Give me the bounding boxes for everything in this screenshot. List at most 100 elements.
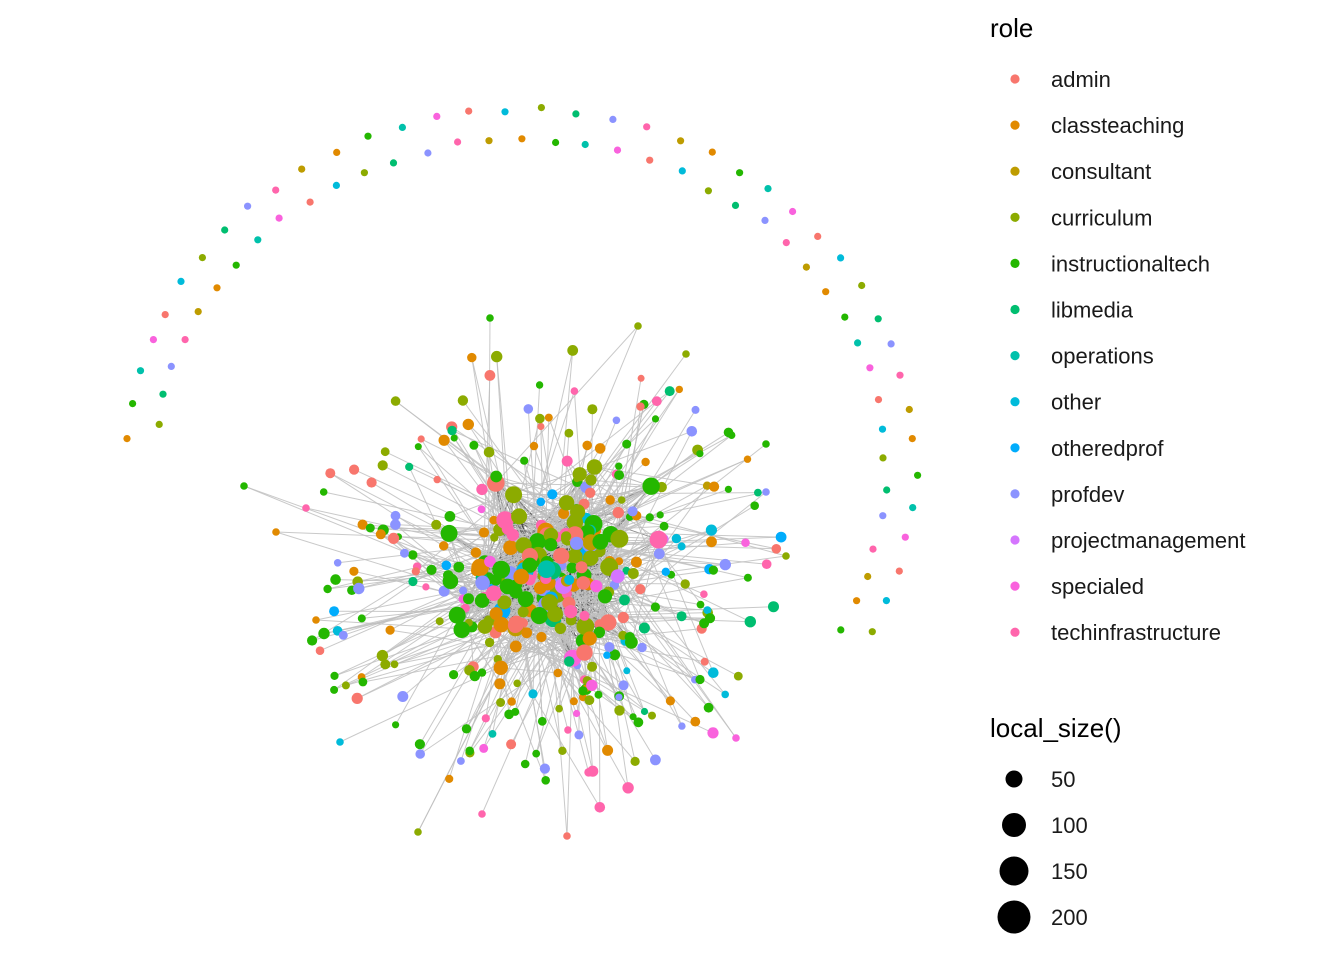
- network-node: [536, 631, 547, 643]
- network-node: [690, 716, 701, 727]
- isolate-node: [868, 628, 876, 636]
- isolate-node: [887, 340, 895, 348]
- isolate-node: [678, 167, 686, 175]
- isolate-node: [136, 367, 145, 375]
- isolate-node: [854, 339, 862, 347]
- network-edge: [482, 375, 491, 583]
- network-node: [493, 660, 508, 675]
- network-node: [553, 547, 570, 565]
- network-node: [574, 730, 584, 740]
- legend-key-admin: [1010, 74, 1020, 84]
- network-node: [529, 441, 539, 451]
- size-label-200: 200: [1051, 905, 1088, 930]
- legend-label-projectmanagement: projectmanagement: [1051, 528, 1245, 553]
- network-node: [558, 508, 570, 519]
- network-node: [744, 616, 756, 628]
- isolate-node: [485, 137, 493, 145]
- network-node: [696, 450, 704, 458]
- network-node: [445, 774, 454, 784]
- network-node: [686, 426, 698, 437]
- isolate-node: [883, 486, 891, 494]
- isolate-node: [537, 104, 546, 112]
- network-node: [651, 415, 660, 423]
- network-edge: [587, 409, 696, 585]
- network-node: [604, 642, 615, 652]
- network-node: [625, 635, 638, 649]
- network-edge: [500, 624, 653, 717]
- network-edge: [578, 458, 748, 532]
- isolate-node: [782, 239, 790, 247]
- network-node: [675, 385, 683, 394]
- size-key-100: [1002, 813, 1026, 837]
- isolate-node: [572, 110, 580, 118]
- network-node: [535, 413, 545, 424]
- network-node: [640, 707, 649, 716]
- isolate-node: [167, 362, 175, 370]
- network-node: [357, 519, 368, 530]
- legend-key-consultant: [1010, 166, 1020, 176]
- size-key-50: [1005, 770, 1023, 788]
- network-node: [566, 562, 578, 574]
- isolate-node: [306, 198, 314, 206]
- network-node: [341, 681, 350, 690]
- network-node: [544, 413, 553, 422]
- network-node: [649, 530, 668, 549]
- network-node: [612, 506, 624, 519]
- network-node: [453, 561, 465, 573]
- network-node: [768, 601, 779, 613]
- network-node: [496, 698, 506, 707]
- network-node: [323, 584, 332, 594]
- network-node: [490, 533, 499, 542]
- network-node: [539, 763, 551, 774]
- isolate-node: [161, 311, 169, 319]
- network-node: [385, 625, 395, 635]
- network-node: [330, 671, 339, 681]
- isolate-node: [613, 146, 622, 154]
- isolate-node: [272, 186, 280, 194]
- network-node: [448, 606, 466, 624]
- network-node: [405, 462, 414, 471]
- isolate-node: [465, 107, 473, 115]
- isolate-node: [194, 308, 202, 316]
- network-node: [465, 746, 475, 756]
- network-node: [570, 387, 579, 395]
- isolate-node: [914, 471, 922, 479]
- network-node: [375, 529, 386, 540]
- network-node: [775, 531, 787, 543]
- network-node: [433, 475, 441, 484]
- network-node: [459, 586, 468, 595]
- isolate-node: [736, 169, 744, 177]
- size-key-200: [997, 900, 1031, 934]
- network-node: [408, 550, 418, 560]
- network-node: [484, 555, 496, 568]
- network-node: [444, 511, 456, 522]
- isolate-node: [155, 420, 163, 428]
- network-node: [762, 488, 770, 496]
- network-node: [390, 510, 401, 521]
- network-node: [490, 470, 503, 483]
- network-node: [609, 649, 621, 661]
- network-node: [272, 528, 280, 536]
- isolate-node: [866, 364, 874, 372]
- network-node: [522, 557, 538, 573]
- network-node: [431, 519, 442, 530]
- isolate-node: [905, 405, 913, 414]
- legend-key-projectmanagement: [1010, 535, 1020, 545]
- network-node: [645, 513, 654, 522]
- network-node: [750, 501, 759, 511]
- network-node: [761, 559, 772, 569]
- isolate-node: [213, 284, 221, 292]
- legend-label-techinfrastructure: techinfrastructure: [1051, 620, 1221, 645]
- network-node: [469, 440, 479, 450]
- network-node: [570, 536, 584, 550]
- legend-label-other: other: [1051, 390, 1101, 415]
- role-legend-title: role: [990, 13, 1033, 43]
- isolate-node: [123, 435, 131, 443]
- network-node: [507, 618, 523, 633]
- legend-key-curriculum: [1010, 212, 1020, 222]
- network-node: [617, 496, 626, 504]
- network-node: [651, 396, 662, 407]
- isolate-node: [149, 336, 157, 344]
- network-node: [349, 566, 359, 576]
- network-edge: [495, 325, 639, 484]
